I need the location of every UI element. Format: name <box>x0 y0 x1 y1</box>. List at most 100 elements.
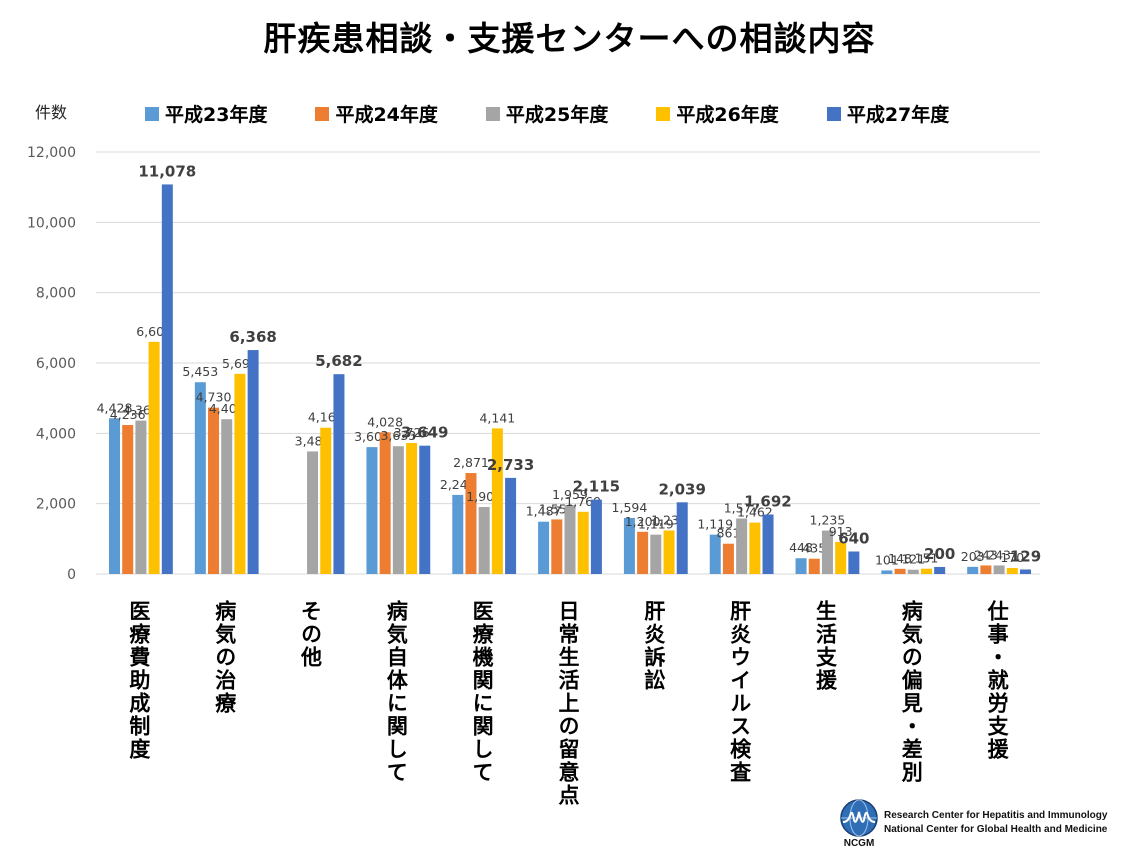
bar-3-9 <box>821 530 833 574</box>
bar-5-9 <box>848 551 860 574</box>
bar-5-7 <box>676 502 688 574</box>
bar-2-1 <box>122 425 134 574</box>
legend: 平成23年度 平成24年度 平成25年度 平成26年度 平成27年度 <box>145 100 997 127</box>
data-label: 5,682 <box>315 352 362 370</box>
category-label: 病気の偏見・差別 <box>899 600 924 784</box>
data-label: 151 <box>915 551 939 566</box>
legend-item: 平成23年度 <box>145 100 267 127</box>
data-label: 1,200 <box>625 514 661 529</box>
category-label: 生活支援 <box>813 600 838 692</box>
data-label: 1,959 <box>552 487 588 502</box>
legend-swatch <box>826 106 841 121</box>
data-label: 1,577 <box>724 501 760 516</box>
data-label: 640 <box>838 529 869 547</box>
legend-label: 平成24年度 <box>335 104 438 126</box>
bar-3-6 <box>564 505 576 574</box>
y-tick-label: 4,000 <box>36 426 76 442</box>
data-label: 861 <box>717 526 741 541</box>
footer-line-2: National Center for Global Health and Me… <box>884 824 1108 835</box>
bar-5-4 <box>419 445 431 574</box>
data-label: 435 <box>802 541 826 556</box>
bar-4-4 <box>406 442 418 574</box>
bar-3-3 <box>307 451 319 574</box>
y-tick-label: 2,000 <box>36 497 76 513</box>
bar-5-6 <box>590 499 602 574</box>
bar-1-8 <box>709 534 721 574</box>
bar-2-4 <box>379 432 391 574</box>
bar-4-9 <box>835 541 847 574</box>
bar-2-9 <box>808 558 820 574</box>
category-label: 日常生活上の留意点 <box>556 600 580 807</box>
data-label: 4,730 <box>196 390 232 405</box>
bar-1-11 <box>967 566 979 574</box>
y-tick-label: 10,000 <box>27 215 76 231</box>
bar-4-5 <box>491 428 503 574</box>
data-label: 1,594 <box>612 500 648 515</box>
data-label: 148 <box>888 551 912 566</box>
data-label: 2,871 <box>453 455 489 470</box>
data-label: 3,633 <box>380 428 416 443</box>
bar-3-11 <box>993 565 1005 574</box>
bar-1-9 <box>795 558 807 574</box>
bar-5-5 <box>505 477 517 574</box>
bar-4-8 <box>749 522 761 574</box>
bar-1-1 <box>109 418 121 574</box>
data-label: 243 <box>974 547 998 562</box>
bar-4-1 <box>148 341 160 574</box>
bar-3-2 <box>221 419 233 574</box>
data-label: 448 <box>789 540 813 555</box>
legend-label: 平成25年度 <box>505 104 609 126</box>
bar-2-11 <box>980 565 992 574</box>
category-label: 肝炎ウイルス検査 <box>727 600 752 784</box>
legend-item: 平成26年度 <box>656 100 779 127</box>
data-label: 101 <box>875 552 899 567</box>
bar-4-6 <box>577 511 589 574</box>
data-label: 1,487 <box>526 504 562 519</box>
legend-swatch <box>315 106 330 121</box>
bar-2-6 <box>551 519 563 574</box>
data-label: 4,028 <box>367 414 403 429</box>
chart-title: 肝疾患相談・支援センターへの相談内容 <box>263 19 876 58</box>
logo-text: NCGM <box>844 838 875 848</box>
y-tick-label: 6,000 <box>36 356 76 372</box>
data-label: 243 <box>987 547 1011 562</box>
data-label: 1,119 <box>638 517 674 532</box>
legend-label: 平成26年度 <box>676 104 779 126</box>
legend-swatch <box>656 106 671 121</box>
data-label: 11,078 <box>138 162 196 180</box>
chart-plot: 0 2,000 4,000 6,000 8,000 10,000 12,000 4,428 5,… <box>27 145 1041 583</box>
category-label: 肝炎訴訟 <box>641 600 666 692</box>
bar-4-11 <box>1006 568 1018 574</box>
footer-branding: NCGM Research Center for Hepatitis and I… <box>836 796 1136 852</box>
legend-swatch <box>145 106 159 121</box>
bar-3-8 <box>736 518 748 574</box>
data-label: 3,649 <box>401 424 448 442</box>
data-label: 4,236 <box>110 407 146 422</box>
bar-3-10 <box>907 569 919 574</box>
bar-2-2 <box>208 407 220 574</box>
bar-2-7 <box>637 531 649 574</box>
bar-5-10 <box>934 566 946 574</box>
data-label: 2,733 <box>487 456 534 474</box>
data-label: 200 <box>924 545 955 563</box>
bar-4-2 <box>234 373 246 574</box>
legend-item: 平成25年度 <box>485 100 609 127</box>
bar-5-11 <box>1019 569 1031 574</box>
data-label: 129 <box>1010 547 1041 565</box>
data-label: 913 <box>829 524 853 539</box>
bar-4-3 <box>320 427 332 574</box>
data-label: 203 <box>961 549 985 564</box>
bar-1-6 <box>538 521 550 574</box>
bar-3-1 <box>135 420 147 574</box>
bar-5-1 <box>161 184 173 575</box>
legend-label: 平成27年度 <box>846 104 950 126</box>
legend-item: 平成27年度 <box>826 100 950 127</box>
bar-4-10 <box>920 568 932 574</box>
data-label: 2,039 <box>658 480 705 498</box>
bar-3-5 <box>478 507 490 574</box>
category-label: 仕事・就労支援 <box>985 600 1010 761</box>
bar-1-4 <box>366 447 378 574</box>
data-label: 170 <box>1000 550 1024 565</box>
data-label: 6,368 <box>229 328 276 346</box>
bar-1-2 <box>194 382 206 574</box>
